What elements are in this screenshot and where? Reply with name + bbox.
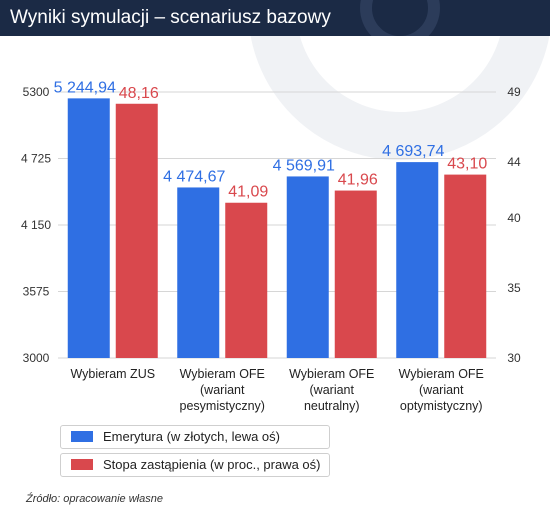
category-label: (wariant (200, 383, 245, 397)
data-label-emerytura: 4 693,74 (382, 143, 444, 160)
bar-emerytura (67, 98, 110, 359)
legend-label-stopa: Stopa zastąpienia (w proc., prawa oś) (103, 457, 321, 472)
right-tick-label: 30 (507, 351, 521, 365)
category-label: optymistyczny) (400, 399, 483, 413)
category-label: Wybieram ZUS (70, 367, 155, 381)
category-label: Wybieram OFE (289, 367, 374, 381)
legend-label-emerytura: Emerytura (w złotych, lewa oś) (103, 429, 280, 444)
bar-stopa (225, 202, 268, 358)
bar-emerytura (286, 176, 329, 358)
bar-emerytura (396, 162, 439, 358)
chart-header: Wyniki symulacji – scenariusz bazowy (0, 0, 550, 36)
category-label: (wariant (419, 383, 464, 397)
watermark-logo (360, 0, 440, 36)
right-tick-label: 35 (507, 281, 521, 295)
category-label: Wybieram OFE (399, 367, 484, 381)
right-tick-label: 44 (507, 155, 521, 169)
category-label: Wybieram OFE (180, 367, 265, 381)
data-label-stopa: 48,16 (119, 85, 159, 102)
bar-stopa (334, 190, 377, 358)
left-tick-label: 4 725 (21, 152, 51, 166)
chart-title: Wyniki symulacji – scenariusz bazowy (10, 7, 331, 28)
left-tick-label: 3000 (23, 351, 50, 365)
category-label: (wariant (310, 383, 355, 397)
watermark-circle (250, 36, 550, 160)
bar-emerytura (177, 187, 220, 358)
left-tick-label: 3575 (23, 285, 50, 299)
data-label-emerytura: 4 474,67 (163, 168, 225, 185)
legend-item-stopa: Stopa zastąpienia (w proc., prawa oś) (60, 453, 330, 477)
category-label: neutralny) (304, 399, 360, 413)
data-label-stopa: 41,09 (228, 184, 268, 201)
source-note: Źródło: opracowanie własne (26, 493, 163, 505)
left-tick-label: 5300 (23, 85, 50, 99)
left-tick-label: 4 150 (21, 218, 51, 232)
data-label-stopa: 41,96 (338, 172, 378, 189)
bar-stopa (444, 174, 487, 358)
legend-item-emerytura: Emerytura (w złotych, lewa oś) (60, 425, 330, 449)
right-tick-label: 49 (507, 85, 521, 99)
legend-swatch-emerytura (71, 431, 93, 442)
chart-area: 5 244,94 48,16 4 474,67 41,09 4 569,91 41,96 4… (0, 36, 550, 518)
category-label: pesymistyczny) (180, 399, 265, 413)
right-tick-label: 40 (507, 211, 521, 225)
legend-swatch-stopa (71, 459, 93, 470)
data-label-emerytura: 4 569,91 (273, 157, 335, 174)
data-label-stopa: 43,10 (447, 156, 487, 173)
bar-stopa (115, 103, 158, 358)
data-label-emerytura: 5 244,94 (54, 79, 116, 96)
